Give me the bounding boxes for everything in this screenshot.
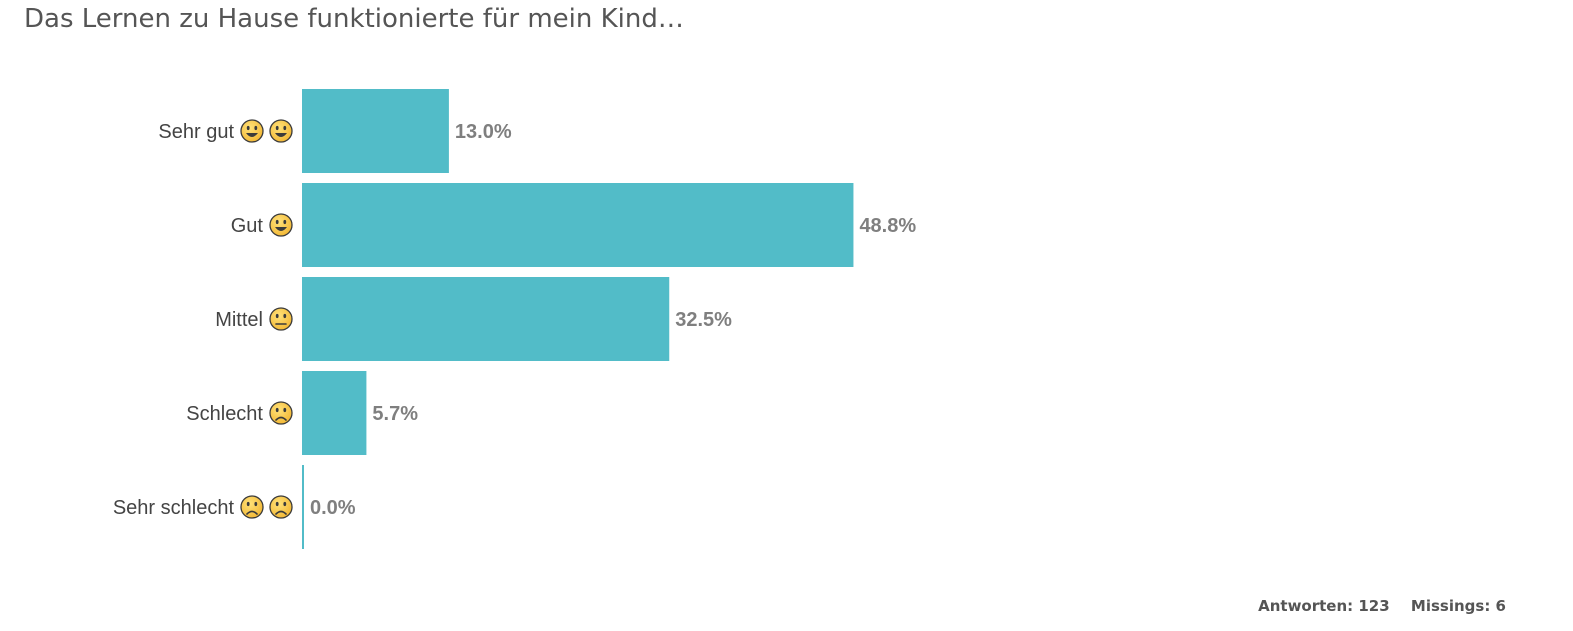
category-label: Gut (231, 215, 264, 237)
value-label: 5.7% (372, 403, 418, 425)
value-label: 0.0% (310, 497, 356, 519)
chart-footer: Antworten: 123 Missings: 6 (1258, 597, 1506, 615)
category-label: Sehr schlecht (113, 497, 235, 519)
value-label: 48.8% (859, 215, 916, 237)
bar-schlecht (302, 371, 367, 455)
category-label: Schlecht (186, 403, 263, 425)
sad-face-icon (269, 495, 293, 519)
bar-sehr-schlecht (302, 465, 304, 549)
bar-gut (302, 183, 854, 267)
chart-title: Das Lernen zu Hause funktionierte für me… (24, 4, 684, 34)
missings-count: Missings: 6 (1410, 597, 1506, 615)
category-label: Mittel (215, 309, 263, 331)
happy-face-icon (269, 119, 293, 143)
sad-face-icon (269, 401, 293, 425)
happy-face-icon (240, 119, 264, 143)
value-label: 32.5% (675, 309, 732, 331)
neutral-face-icon (269, 307, 293, 331)
bar-mittel (302, 277, 670, 361)
bar-sehr-gut (302, 89, 449, 173)
happy-face-icon (269, 213, 293, 237)
sad-face-icon (240, 495, 264, 519)
value-label: 13.0% (455, 121, 512, 143)
responses-count: Antworten: 123 (1258, 597, 1390, 615)
category-label: Sehr gut (158, 121, 234, 143)
